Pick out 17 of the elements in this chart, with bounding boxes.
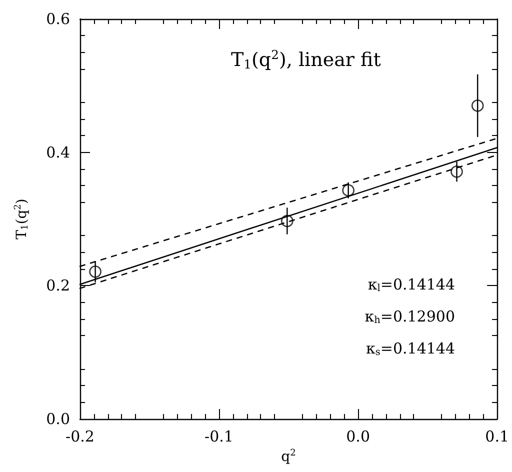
point: [281, 214, 294, 228]
annotation: κl=0.14144: [368, 276, 456, 294]
point: [89, 266, 102, 278]
point: [471, 100, 484, 112]
y-tick-label: 0.0: [46, 410, 70, 428]
x-tick-label: -0.1: [204, 428, 234, 446]
x-tick-label: 0.0: [346, 428, 370, 446]
x-tick-label: 0.1: [485, 428, 509, 446]
y-tick-label: 0.6: [46, 10, 70, 28]
annotation: κs=0.14144: [366, 340, 456, 358]
y-tick-label: 0.4: [46, 143, 70, 162]
x-tick-label: -0.2: [66, 428, 94, 446]
y-tick-label: 0.2: [46, 276, 70, 295]
point: [342, 184, 354, 196]
y-axis-title: T1(q2): [14, 198, 30, 240]
annotation: κh=0.12900: [364, 308, 456, 326]
point: [450, 166, 463, 178]
